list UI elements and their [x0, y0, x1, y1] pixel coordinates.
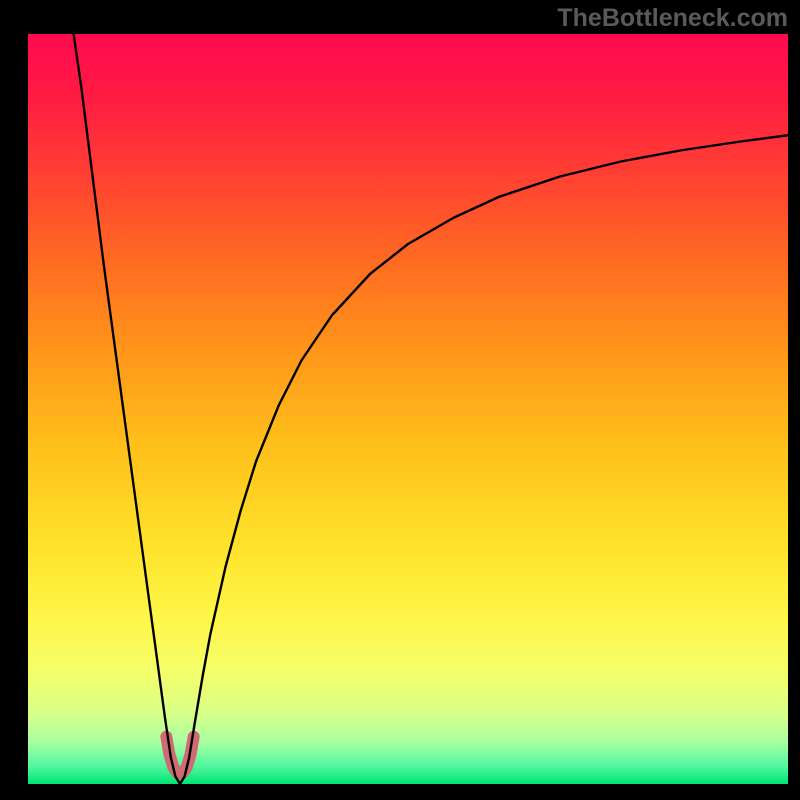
watermark-text: TheBottleneck.com	[557, 4, 788, 33]
chart-svg	[28, 34, 788, 784]
gradient-background	[28, 34, 788, 784]
plot-area	[28, 34, 788, 784]
